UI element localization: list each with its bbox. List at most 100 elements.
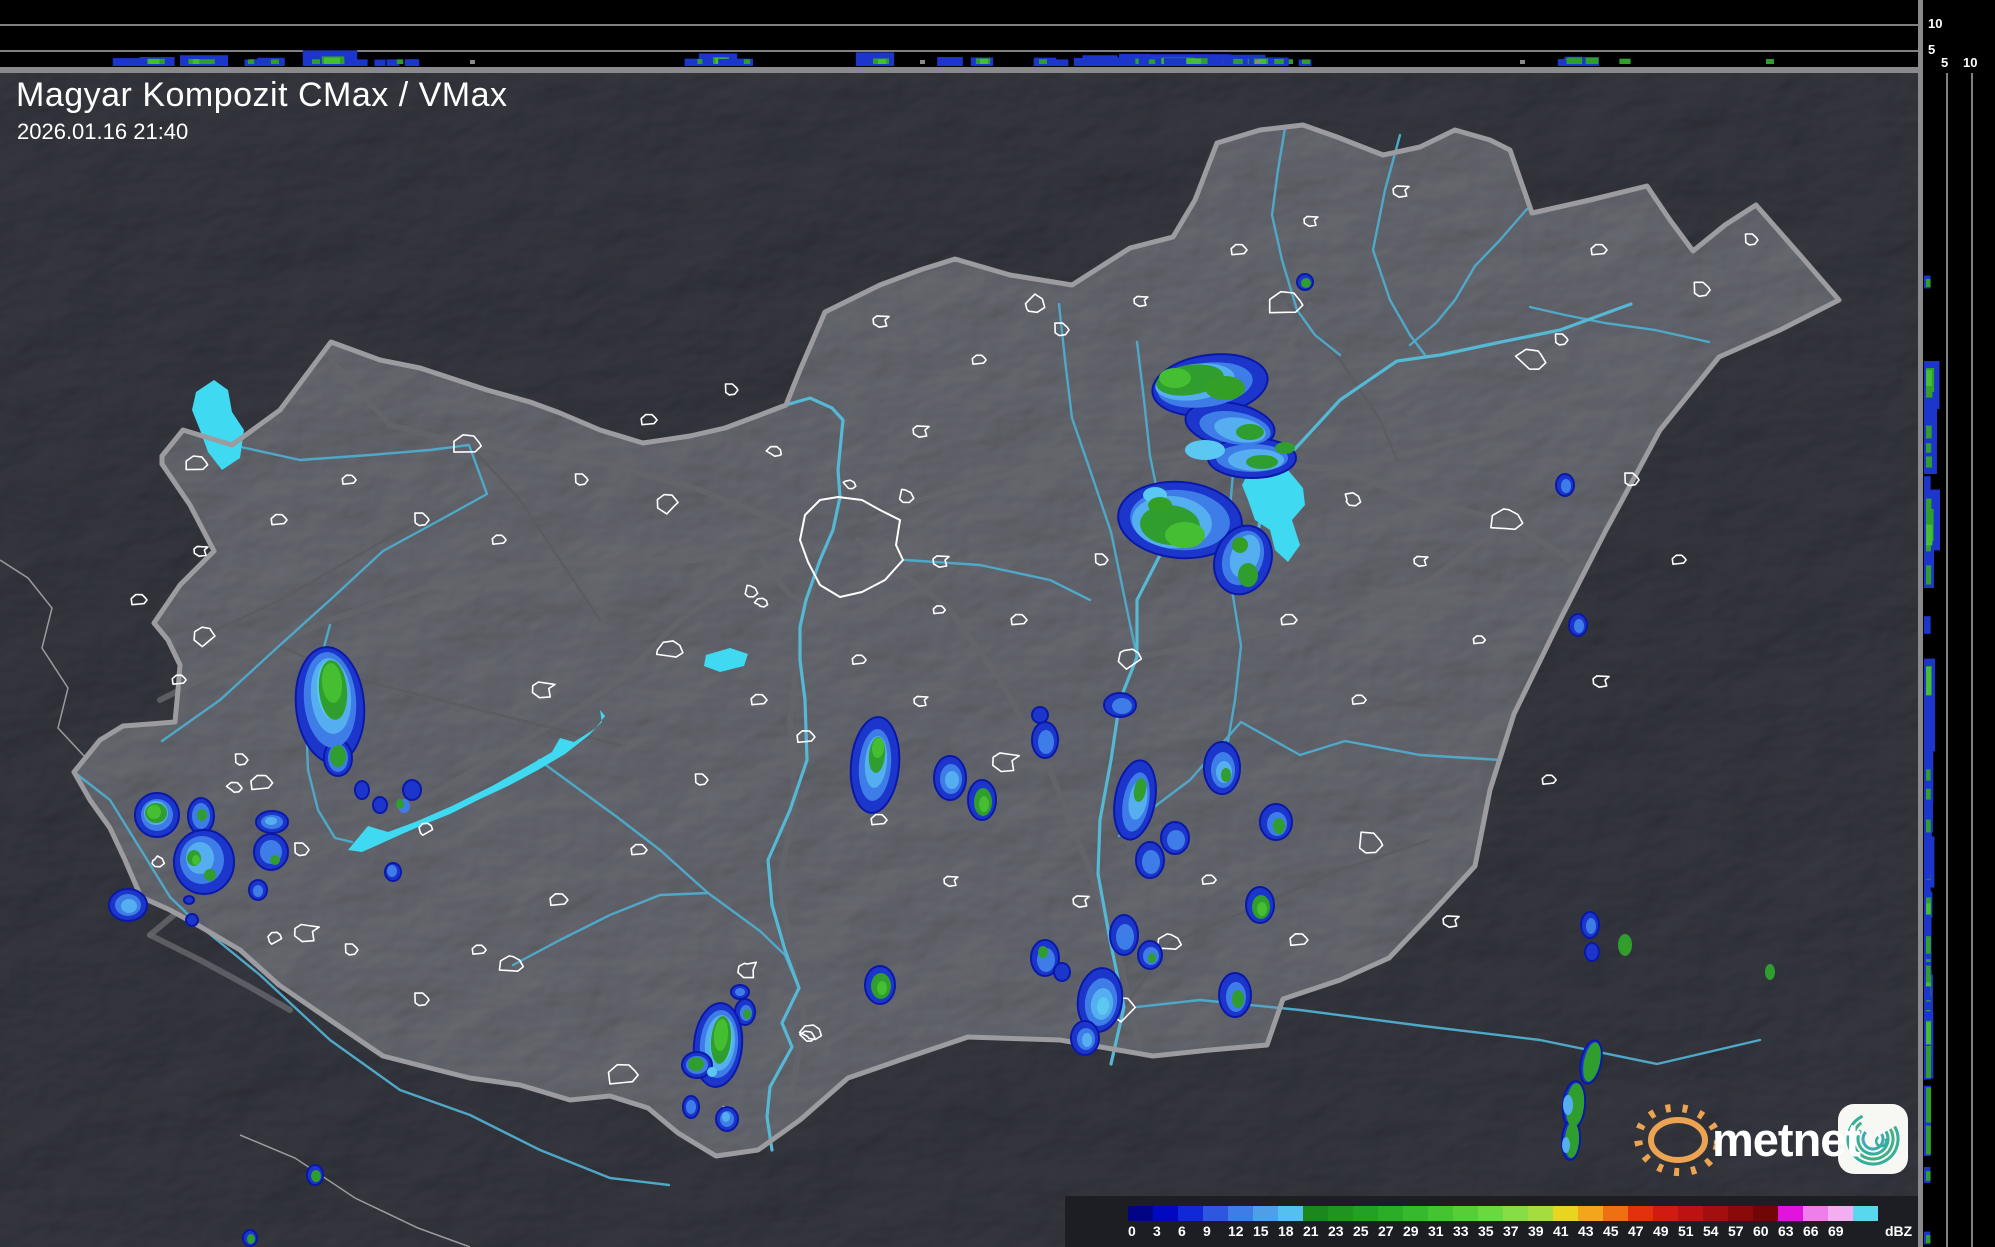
- radar-echo: [197, 809, 207, 821]
- town-outline: [1094, 553, 1109, 566]
- top-strip-echo: [250, 59, 266, 66]
- colorbar-swatch: [1178, 1206, 1203, 1221]
- radar-echo: [1167, 830, 1185, 850]
- town-outline: [765, 445, 783, 457]
- town-outline: [1289, 933, 1309, 947]
- top-strip-tick-5: 5: [1928, 42, 1936, 57]
- town-outline: [1590, 243, 1608, 256]
- radar-echo: [1205, 376, 1245, 400]
- radar-echo: [979, 796, 989, 812]
- radar-echo: [1622, 940, 1630, 954]
- radar-echo: [247, 1234, 255, 1244]
- colorbar-swatch: [1503, 1206, 1528, 1221]
- right-strip-echo: [1924, 695, 1932, 715]
- colorbar-swatch: [1853, 1206, 1878, 1221]
- colorbar-swatch: [1278, 1206, 1303, 1221]
- radar-echo: [1583, 1042, 1601, 1082]
- radar-echo: [713, 1019, 729, 1051]
- town-outline: [293, 923, 320, 943]
- radar-echo: [1165, 522, 1205, 548]
- top-strip-echo: [684, 59, 698, 66]
- logo-text: metnet: [1712, 1113, 1861, 1166]
- top-strip-echo: [718, 58, 736, 66]
- radar-echo: [253, 885, 263, 897]
- right-strip-echo: [1924, 747, 1933, 789]
- top-strip-echo: [1274, 59, 1284, 64]
- town-outline: [471, 944, 487, 955]
- town-outline: [750, 693, 768, 706]
- radar-echo: [707, 1067, 717, 1077]
- radar-echo: [722, 1112, 730, 1122]
- radar-echo: [1038, 730, 1054, 754]
- radar-echo: [387, 865, 397, 877]
- river: [199, 925, 671, 1187]
- radar-echo: [1221, 768, 1231, 782]
- colorbar-label: 69: [1828, 1223, 1844, 1239]
- radar-echo: [1031, 706, 1049, 724]
- radar-echo: [1574, 619, 1584, 633]
- town-outline: [912, 425, 930, 438]
- colorbar-swatch: [1453, 1206, 1478, 1221]
- colorbar-label: 25: [1353, 1223, 1369, 1239]
- radar-echo: [1765, 964, 1775, 980]
- metnet-logo[interactable]: metnet: [1615, 1096, 1915, 1182]
- colorbar-swatches: [1128, 1206, 1878, 1221]
- colorbar-label: 54: [1703, 1223, 1719, 1239]
- neighbor-line: [239, 1134, 471, 1247]
- sun-icon: [1634, 1103, 1722, 1177]
- right-strip-echo: [1926, 425, 1932, 439]
- right-strip-echo: [1926, 498, 1932, 512]
- neighbor-line: [0, 559, 88, 773]
- town-outline: [1693, 281, 1711, 298]
- radar-echo: [1133, 778, 1147, 802]
- map-timestamp: 2026.01.16 21:40: [17, 119, 189, 144]
- top-strip-echo: [1148, 59, 1156, 64]
- town-outline: [842, 479, 857, 490]
- radar-echo: [1238, 563, 1258, 587]
- town-outline: [1024, 293, 1046, 314]
- colorbar-label: 33: [1453, 1223, 1469, 1239]
- colorbar-swatch: [1553, 1206, 1578, 1221]
- colorbar-label: 37: [1503, 1223, 1519, 1239]
- top-strip-echo: [1622, 59, 1630, 64]
- town-outline: [1072, 895, 1090, 908]
- radar-echo: [871, 738, 885, 758]
- town-outline: [1392, 185, 1410, 198]
- road-major: [157, 527, 803, 703]
- top-strip-echoes: [112, 50, 1774, 66]
- road-minor: [467, 443, 602, 622]
- river: [511, 891, 710, 967]
- town-outline: [1671, 554, 1687, 565]
- colorbar-swatch: [1378, 1206, 1403, 1221]
- town-outline: [130, 593, 148, 606]
- right-strip-echo: [1926, 941, 1931, 953]
- colorbar-label: 31: [1428, 1223, 1444, 1239]
- colorbar-swatch: [1703, 1206, 1728, 1221]
- colorbar-label: 60: [1753, 1223, 1769, 1239]
- radar-echo: [204, 869, 216, 881]
- town-outline: [872, 315, 890, 328]
- town-outline: [250, 774, 274, 791]
- right-strip-echo: [1924, 616, 1931, 634]
- top-strip-echo: [386, 59, 400, 66]
- colorbar-swatch: [1253, 1206, 1278, 1221]
- town-outline: [724, 383, 739, 396]
- town-outline: [531, 681, 556, 699]
- town-outline: [498, 955, 525, 972]
- colorbar-label: 45: [1603, 1223, 1619, 1239]
- colorbar-swatch: [1303, 1206, 1328, 1221]
- radar-echo: [688, 1057, 704, 1071]
- town-outline: [1624, 472, 1640, 487]
- town-outline: [1541, 774, 1557, 785]
- colorbar-swatch: [1803, 1206, 1828, 1221]
- right-strip-echo: [1926, 819, 1931, 833]
- top-strip-echo: [937, 57, 963, 66]
- top-strip-echo: [1585, 57, 1599, 64]
- radar-echo: [1159, 368, 1191, 388]
- right-strip-echo: [1926, 279, 1931, 287]
- top-strip-echo: [198, 59, 206, 64]
- lake: [1242, 460, 1305, 562]
- colorbar-label: 39: [1528, 1223, 1544, 1239]
